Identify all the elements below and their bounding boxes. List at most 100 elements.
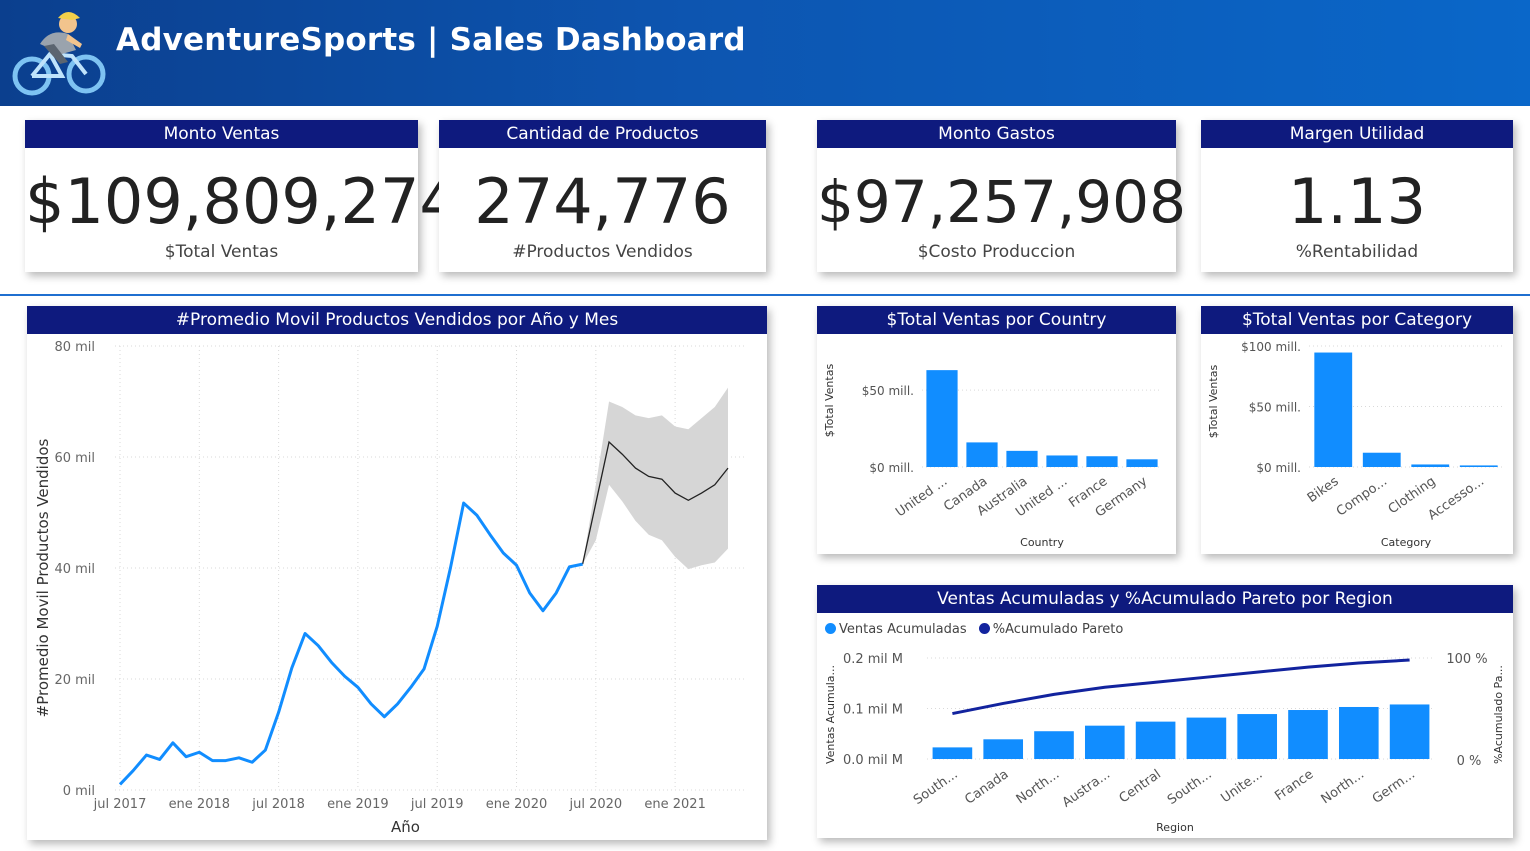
kpi-value: 1.13 [1287, 165, 1427, 238]
bar [1459, 465, 1498, 467]
bar [1186, 717, 1227, 759]
x-axis-title: Region [1156, 821, 1194, 834]
kpi-subtitle: $Costo Produccion [917, 242, 1076, 262]
x-tick-label: North... [1014, 767, 1063, 807]
kpi-card-margen-utilidad: Margen Utilidad 1.13 %Rentabilidad [1201, 120, 1513, 272]
x-tick-label: North... [1319, 767, 1368, 807]
sales-by-country-card[interactable]: $Total Ventas por Country $0 mill. $50 mi… [817, 306, 1176, 554]
chart-title: $Total Ventas por Country [817, 306, 1176, 334]
y-tick-label: $0 mill. [1256, 461, 1301, 475]
kpi-subtitle: %Rentabilidad [1295, 242, 1419, 262]
x-tick-label: Unite... [1219, 767, 1266, 806]
y-tick-label: $50 mill. [862, 384, 914, 398]
y-axis-title: $Total Ventas [1207, 365, 1220, 439]
bar [1362, 452, 1401, 467]
x-tick-label: United ... [893, 474, 950, 520]
sales-by-category-chart[interactable]: $0 mill. $50 mill. $100 mill. BikesCompo...… [1201, 334, 1513, 554]
bar [983, 739, 1024, 759]
kpi-title: Cantidad de Productos [439, 120, 766, 148]
pareto-by-region-card[interactable]: Ventas Acumuladas y %Acumulado Pareto po… [817, 585, 1513, 838]
moving-average-card[interactable]: #Promedio Movil Productos Vendidos por A… [27, 306, 767, 840]
bar [1046, 455, 1078, 467]
bar [1034, 731, 1074, 759]
x-tick-label: Compo... [1334, 474, 1390, 520]
pareto-line [952, 658, 1410, 716]
x-tick-label: Bikes [1305, 474, 1342, 506]
kpi-title: Margen Utilidad [1201, 120, 1513, 148]
bar [1126, 459, 1158, 467]
bar [1237, 714, 1278, 759]
legend-label: Ventas Acumuladas [839, 622, 967, 637]
x-tick-label: Austra... [1060, 767, 1113, 811]
legend-item-pareto[interactable]: %Acumulado Pareto [978, 622, 1124, 637]
x-tick-label: ene 2021 [644, 797, 705, 812]
kpi-card-cantidad-productos: Cantidad de Productos 274,776 #Productos… [439, 120, 766, 272]
forecast-line [581, 440, 729, 565]
bar [1006, 450, 1038, 467]
y-tick-label: 40 mil [54, 562, 95, 577]
chart-title: #Promedio Movil Productos Vendidos por A… [27, 306, 767, 334]
y-tick-label: $0 mill. [869, 461, 914, 475]
x-tick-label: jul 2017 [93, 797, 147, 812]
x-tick-label: Canada [962, 767, 1011, 808]
moving-average-chart[interactable]: 0 mil 20 mil 40 mil 60 mil 80 mil jul 2017 ene… [27, 334, 767, 840]
x-axis-title: Country [1020, 536, 1064, 549]
pareto-by-region-chart[interactable]: 0.0 mil M 0.1 mil M 0.2 mil M 0 % 100 % South… [817, 613, 1513, 838]
legend-label: %Acumulado Pareto [992, 622, 1124, 637]
kpi-title: Monto Gastos [817, 120, 1176, 148]
bar [926, 370, 958, 467]
y-axis-title: Ventas Acumula... [824, 665, 837, 764]
legend-dot-icon [978, 623, 990, 634]
x-tick-label: South... [911, 767, 961, 808]
bar [1411, 464, 1450, 467]
bar [1086, 456, 1118, 467]
bar [1135, 721, 1176, 759]
section-divider [0, 294, 1530, 296]
y-tick-label: 0 mil [63, 784, 95, 799]
kpi-title: Monto Ventas [25, 120, 418, 148]
legend-item-ventas[interactable]: Ventas Acumuladas [825, 622, 967, 637]
y-tick-label: $100 mill. [1241, 340, 1301, 354]
kpi-value: $97,257,908 [817, 168, 1186, 236]
dashboard-title: AdventureSports | Sales Dashboard [116, 22, 746, 58]
y2-tick-label: 0 % [1457, 754, 1482, 769]
x-tick-label: jul 2020 [568, 797, 622, 812]
series-line [118, 501, 583, 786]
kpi-subtitle: $Total Ventas [164, 242, 279, 262]
y-tick-label: 0.0 mil M [843, 753, 903, 768]
kpi-subtitle: #Productos Vendidos [512, 242, 693, 262]
cyclist-icon [12, 12, 106, 96]
x-tick-label: ene 2020 [486, 797, 547, 812]
bar [1338, 706, 1379, 759]
y-axis-title: $Total Ventas [823, 364, 836, 438]
x-axis-title: Category [1381, 536, 1432, 549]
x-tick-label: jul 2019 [410, 797, 464, 812]
y2-tick-label: 100 % [1446, 652, 1487, 667]
pareto-legend: Ventas Acumuladas %Acumulado Pareto [825, 622, 1131, 637]
dashboard-header: AdventureSports | Sales Dashboard [0, 0, 1530, 106]
x-tick-label: Central [1117, 767, 1164, 806]
bar [932, 747, 973, 759]
y-axis-title: #Promedio Movil Productos Vendidos [34, 438, 52, 717]
x-tick-label: ene 2018 [169, 797, 230, 812]
bar [1288, 710, 1328, 759]
bar [1314, 352, 1353, 467]
x-axis-title: Año [391, 818, 420, 836]
y-tick-label: $50 mill. [1249, 401, 1301, 415]
y-tick-label: 20 mil [54, 673, 95, 688]
bar [1389, 704, 1430, 759]
x-tick-label: ene 2019 [327, 797, 388, 812]
x-tick-label: Germ... [1370, 767, 1418, 807]
sales-by-category-card[interactable]: $Total Ventas por Category $0 mill. $50 m… [1201, 306, 1513, 554]
y2-axis-title: %Acumulado Pa... [1492, 665, 1505, 764]
x-tick-label: jul 2018 [251, 797, 305, 812]
kpi-card-monto-gastos: Monto Gastos $97,257,908 $Costo Producci… [817, 120, 1186, 272]
kpi-value: $109,809,274 [25, 165, 459, 238]
legend-dot-icon [825, 623, 836, 634]
y-tick-label: 60 mil [54, 451, 95, 466]
y-tick-label: 80 mil [54, 340, 95, 355]
y-tick-label: 0.1 mil M [843, 703, 903, 718]
x-tick-label: France [1272, 767, 1316, 804]
kpi-value: 274,776 [474, 165, 731, 238]
sales-by-country-chart[interactable]: $0 mill.$50 mill.United ...CanadaAustral… [817, 334, 1176, 554]
